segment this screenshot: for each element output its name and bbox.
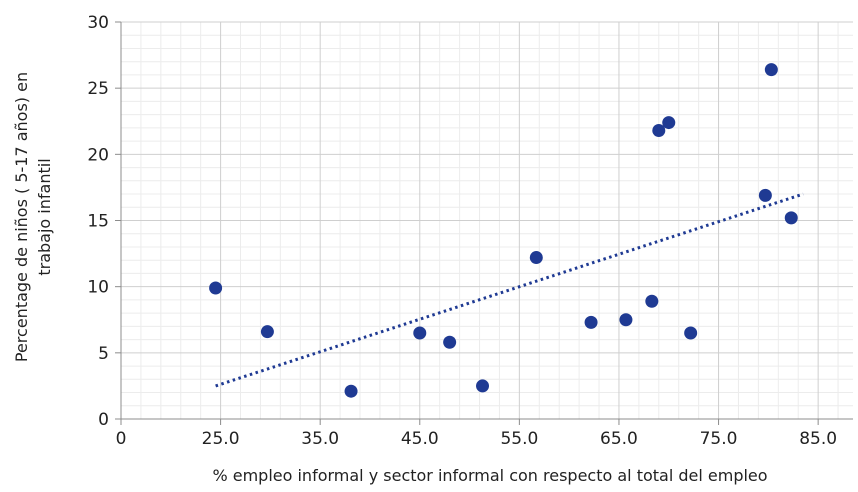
y-tick-label: 30 (87, 13, 109, 33)
tick-labels-layer: 0 5 10 15 20 25 30 0 25.0 35.0 45.0 55.0 65.0 75.0 85.… (87, 13, 837, 449)
y-tick-label: 25 (87, 79, 109, 99)
x-tick-label: 45.0 (401, 429, 439, 449)
y-axis-title-line-1: Percentage de niños ( 5-17 años) en (12, 72, 31, 362)
y-tick-label: 10 (87, 278, 109, 298)
x-tick-label: 0 (116, 429, 127, 449)
data-point (652, 124, 666, 138)
data-point (662, 116, 676, 130)
y-axis-title-line-2: trabajo infantil (35, 158, 54, 275)
axis-layer (115, 21, 853, 425)
y-tick-label: 20 (87, 145, 109, 165)
y-tick-label: 0 (98, 410, 109, 430)
data-point (344, 384, 358, 398)
trendline-layer (215, 192, 804, 388)
x-tick-label: 55.0 (500, 429, 538, 449)
y-tick-label: 15 (87, 212, 109, 232)
data-point (758, 188, 772, 202)
data-point (413, 326, 427, 340)
data-point (764, 63, 778, 77)
data-point (684, 326, 698, 340)
x-tick-label: 75.0 (700, 429, 738, 449)
x-axis-title: % empleo informal y sector informal con … (212, 466, 767, 485)
x-tick-label: 65.0 (600, 429, 638, 449)
data-point (443, 335, 457, 349)
data-point (584, 315, 598, 329)
x-tick-label: 85.0 (799, 429, 837, 449)
data-point (645, 294, 659, 308)
y-tick-label: 5 (98, 344, 109, 364)
grid-layer (121, 21, 853, 419)
data-point (209, 281, 223, 295)
data-point (784, 211, 798, 225)
x-tick-label: 25.0 (202, 429, 240, 449)
data-point (619, 313, 633, 327)
x-tick-label: 35.0 (301, 429, 339, 449)
data-point (260, 325, 274, 339)
trendline (215, 192, 804, 388)
points-layer (209, 63, 798, 398)
data-point (529, 251, 543, 265)
data-point (476, 379, 490, 393)
